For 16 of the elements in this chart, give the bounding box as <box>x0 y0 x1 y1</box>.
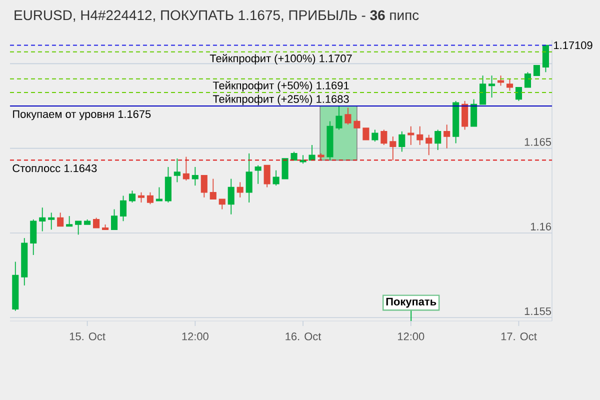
chart-title: EURUSD, H4#224412, ПОКУПАТЬ 1.1675, ПРИБЫЛЬ - 36 пипс <box>14 10 419 22</box>
x-tick-label: 15. Oct <box>70 332 106 340</box>
y-tick-label: 1.155 <box>524 307 552 316</box>
x-tick-label: 17. Oct <box>501 332 537 340</box>
ref-line-label: Покупаем от уровня 1.1675 <box>13 110 151 120</box>
x-tick-label: 12:00 <box>182 332 208 340</box>
x-tick-label: 16. Oct <box>286 332 322 340</box>
ref-line-label: 1.17109 <box>554 41 592 50</box>
y-tick-label: 1.16 <box>530 222 551 230</box>
annotation: Покупать <box>386 298 436 308</box>
y-tick-label: 1.165 <box>524 138 552 146</box>
ref-line-label: Тейкпрофит (+100%) 1.1707 <box>210 54 352 64</box>
ref-line-label: Тейкпрофит (+25%) 1.1683 <box>212 94 349 106</box>
ref-line-label: Стоплосс 1.1643 <box>12 164 97 172</box>
ref-line-label: Тейкпрофит (+50%) 1.1691 <box>212 81 349 92</box>
x-tick-label: 12:00 <box>398 332 424 340</box>
